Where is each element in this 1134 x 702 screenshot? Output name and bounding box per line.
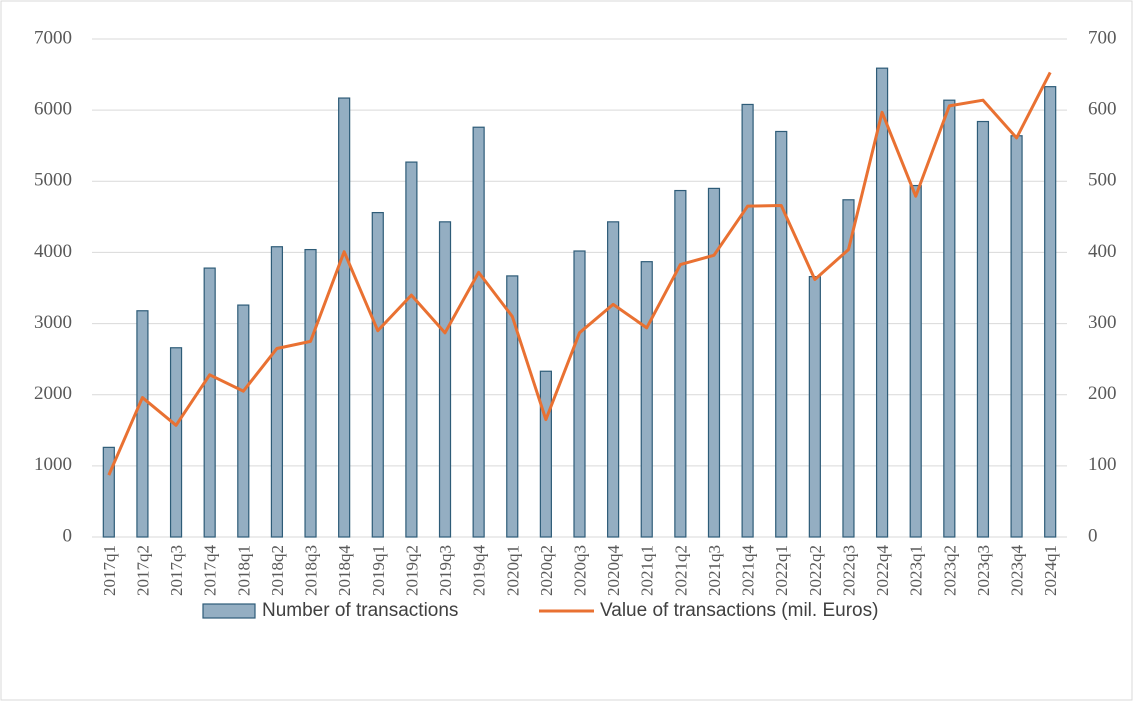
x-tick-label: 2023q4 — [1008, 545, 1027, 597]
bar — [573, 250, 586, 538]
bar — [371, 211, 384, 538]
y2-tick-label: 300 — [1088, 312, 1117, 333]
x-tick-label: 2018q2 — [268, 545, 287, 596]
bar — [607, 221, 620, 538]
x-tick-label: 2017q1 — [100, 545, 119, 596]
x-tick-label: 2023q2 — [940, 545, 959, 596]
x-tick-label: 2022q1 — [772, 545, 791, 596]
bar — [775, 130, 788, 538]
x-tick-label: 2023q1 — [907, 545, 926, 596]
bar — [102, 446, 115, 538]
bar — [472, 126, 485, 538]
bar — [506, 275, 519, 538]
y-tick-label: 2000 — [34, 383, 72, 404]
bar — [875, 67, 889, 538]
y-tick-label: 4000 — [34, 241, 72, 262]
x-tick-label: 2017q3 — [167, 545, 186, 596]
x-tick-label: 2020q2 — [537, 545, 556, 596]
legend-swatch — [202, 603, 256, 619]
y-tick-label: 1000 — [34, 454, 72, 475]
bar — [136, 310, 149, 538]
x-tick-label: 2018q1 — [234, 545, 253, 596]
bar — [976, 120, 990, 538]
x-tick-label: 2018q3 — [302, 545, 321, 596]
bar — [203, 267, 216, 538]
y2-tick-label: 600 — [1088, 99, 1117, 120]
x-tick-label: 2017q2 — [133, 545, 152, 596]
legend-label: Number of transactions — [262, 600, 458, 621]
x-tick-label: 2020q4 — [604, 545, 623, 597]
x-tick-label: 2021q1 — [638, 545, 657, 596]
x-tick-label: 2021q2 — [671, 545, 690, 596]
x-tick-label: 2020q1 — [503, 545, 522, 596]
bar — [539, 370, 552, 538]
bar — [909, 184, 922, 538]
bar — [270, 246, 284, 538]
y-tick-label: 6000 — [34, 99, 72, 120]
x-tick-label: 2023q3 — [974, 545, 993, 596]
y2-tick-label: 0 — [1088, 525, 1098, 546]
bar — [169, 347, 183, 538]
y-tick-label: 5000 — [34, 170, 72, 191]
x-tick-label: 2022q4 — [873, 545, 892, 597]
x-tick-label: 2020q3 — [571, 545, 590, 596]
x-tick-label: 2019q2 — [402, 545, 421, 596]
bar — [237, 304, 250, 538]
bar — [943, 99, 956, 538]
bar — [842, 199, 855, 538]
bar — [438, 221, 452, 538]
bar — [1010, 135, 1023, 538]
x-tick-label: 2019q1 — [369, 545, 388, 596]
y2-tick-label: 500 — [1088, 170, 1117, 191]
y-tick-label: 3000 — [34, 312, 72, 333]
bar — [640, 261, 653, 538]
y2-tick-label: 200 — [1088, 383, 1117, 404]
y-tick-label: 7000 — [34, 27, 72, 48]
bar — [405, 161, 418, 538]
bar — [338, 97, 351, 538]
x-tick-label: 2019q4 — [470, 545, 489, 597]
x-tick-label: 2021q3 — [705, 545, 724, 596]
line — [107, 71, 1052, 476]
y-tick-label: 0 — [63, 525, 73, 546]
bar — [707, 187, 721, 538]
legend-label: Value of transactions (mil. Euros) — [600, 600, 878, 621]
x-tick-label: 2022q3 — [839, 545, 858, 596]
bar — [674, 189, 687, 538]
x-tick-label: 2018q4 — [335, 545, 354, 597]
x-tick-label: 2017q4 — [201, 545, 220, 597]
x-tick-label: 2019q3 — [436, 545, 455, 596]
x-tick-label: 2024q1 — [1041, 545, 1060, 596]
y2-tick-label: 100 — [1088, 454, 1117, 475]
x-tick-label: 2021q4 — [739, 545, 758, 597]
bar — [808, 276, 821, 538]
bar — [304, 248, 317, 538]
bar — [1044, 86, 1057, 538]
x-tick-label: 2022q2 — [806, 545, 825, 596]
y2-tick-label: 400 — [1088, 241, 1117, 262]
bar — [741, 103, 754, 538]
y2-tick-label: 700 — [1088, 27, 1117, 48]
